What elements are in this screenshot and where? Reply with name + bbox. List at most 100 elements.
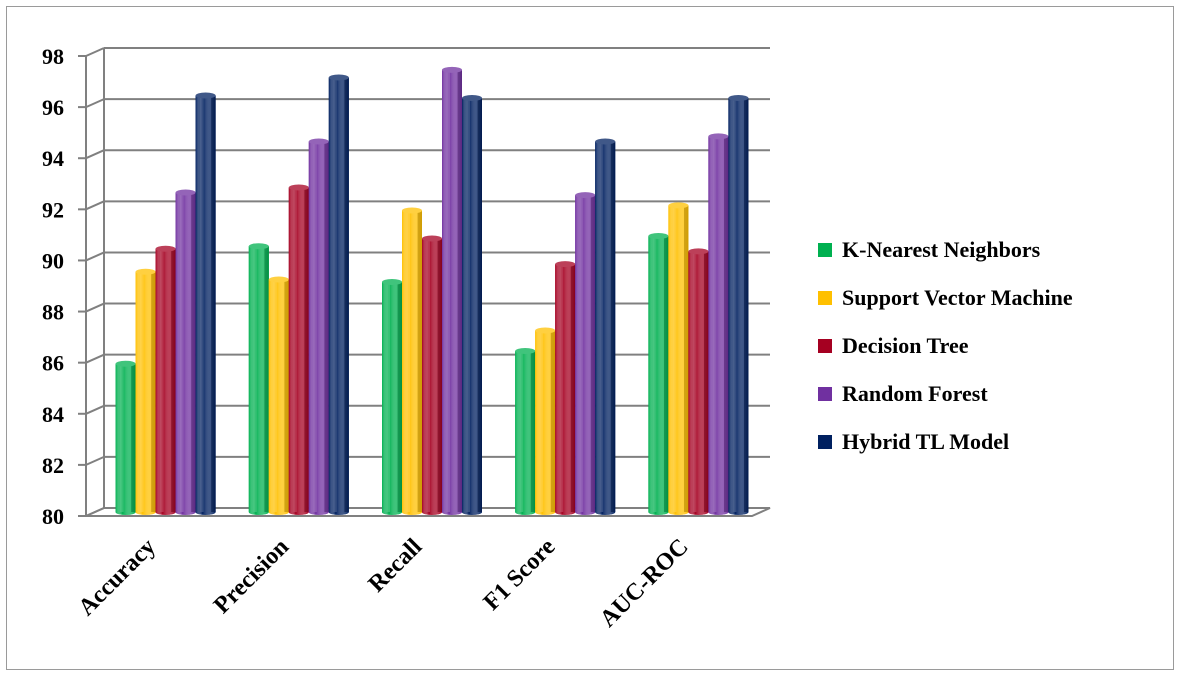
bar-edge <box>570 264 576 512</box>
bar-highlight <box>386 282 390 512</box>
gridline-depth <box>85 302 105 313</box>
bar-support-vector-machine-f1-score <box>535 327 556 515</box>
bar-top <box>328 74 349 81</box>
bar-edge <box>530 351 536 512</box>
bar-highlight <box>732 98 737 512</box>
bar-highlight <box>599 141 604 512</box>
bar-highlight <box>160 248 164 512</box>
bar-top <box>135 268 156 275</box>
bar-top <box>708 133 729 140</box>
bar-decision-tree-precision <box>288 184 309 515</box>
legend-swatch <box>818 243 832 257</box>
bar-support-vector-machine-auc-roc <box>668 202 689 516</box>
gridline-depth <box>85 149 105 160</box>
bar-highlight <box>446 69 450 512</box>
bar-highlight <box>559 264 564 512</box>
bar-highlight <box>200 95 204 512</box>
legend-item-hybrid-tl-model: Hybrid TL Model <box>818 418 1178 466</box>
bar-top <box>248 243 269 250</box>
bar-hybrid-tl-model-precision <box>328 74 349 516</box>
y-tick-label: 82 <box>42 453 64 478</box>
x-axis-labels: Accuracy Precision Recall F1 Score AUC-ROC <box>74 534 694 633</box>
y-tick-label: 88 <box>42 300 64 325</box>
legend-item-k-nearest-neighbors: K-Nearest Neighbors <box>818 226 1178 274</box>
y-tick-label: 94 <box>42 146 64 171</box>
bar-highlight <box>313 141 317 512</box>
bar-hybrid-tl-model-recall <box>462 95 482 515</box>
y-tick-label: 98 <box>42 44 64 69</box>
bar-hybrid-tl-model-auc-roc <box>728 95 749 515</box>
bar-decision-tree-accuracy <box>155 245 176 515</box>
bar-edge <box>550 330 556 512</box>
bar-edge <box>590 195 596 512</box>
bar-edge <box>704 251 709 513</box>
gridline-depth <box>85 251 105 262</box>
bar-edge <box>610 141 616 512</box>
bar-highlight <box>120 363 124 512</box>
bar-top <box>422 235 442 242</box>
legend-swatch <box>818 339 832 353</box>
bar-highlight <box>466 98 470 512</box>
bar-edge <box>284 279 289 512</box>
bar-edge <box>744 98 749 512</box>
gridline-depth <box>85 507 105 517</box>
bar-random-forest-f1-score <box>575 192 596 515</box>
y-axis-ticks: 80 82 84 86 88 90 92 94 96 98 <box>42 44 86 529</box>
bar-top <box>288 184 309 191</box>
y-tick-label: 96 <box>42 95 64 120</box>
legend-label: Support Vector Machine <box>842 285 1073 310</box>
bar-top <box>648 233 669 239</box>
bar-edge <box>437 238 442 513</box>
bar-top <box>115 360 136 367</box>
gridline-depth <box>85 404 105 415</box>
y-tick-label: 90 <box>42 248 64 273</box>
bar-top <box>402 207 422 214</box>
legend-item-decision-tree: Decision Tree <box>818 322 1178 370</box>
legend-item-random-forest: Random Forest <box>818 370 1178 418</box>
bar-highlight <box>253 246 257 512</box>
legend-swatch <box>818 291 832 305</box>
legend-label: Decision Tree <box>842 333 969 358</box>
bar-edge <box>344 77 349 513</box>
bar-edge <box>131 363 136 512</box>
bar-decision-tree-recall <box>422 235 442 516</box>
bar-highlight <box>712 136 717 513</box>
bar-top <box>535 327 556 334</box>
bar-top <box>515 348 536 354</box>
bar-top <box>155 245 176 252</box>
bar-highlight <box>140 271 144 512</box>
bar-decision-tree-auc-roc <box>688 248 709 516</box>
bar-hybrid-tl-model-f1-score <box>595 138 616 515</box>
bar-highlight <box>519 351 524 512</box>
gridline-depth <box>85 47 105 57</box>
bar-edge <box>264 246 269 512</box>
x-tick-label-auc-roc: AUC-ROC <box>595 534 694 633</box>
bar-edge <box>397 282 402 512</box>
bar-highlight <box>652 236 657 512</box>
bar-top <box>728 95 749 101</box>
gridline-depth <box>85 455 105 466</box>
bar-random-forest-recall <box>442 66 462 515</box>
bar-top <box>442 66 462 73</box>
bar-edge <box>151 271 156 512</box>
bar-highlight <box>293 187 297 512</box>
bar-edge <box>664 236 669 512</box>
bar-k-nearest-neighbors-recall <box>382 279 402 515</box>
bar-hybrid-tl-model-accuracy <box>195 92 216 515</box>
x-tick-label-precision: Precision <box>209 534 294 619</box>
bar-decision-tree-f1-score <box>555 261 576 515</box>
x-tick-label-accuracy: Accuracy <box>74 534 161 621</box>
bar-edge <box>171 248 176 512</box>
bar-top <box>668 202 689 209</box>
bar-edge <box>477 98 482 512</box>
bar-random-forest-auc-roc <box>708 133 729 516</box>
bar-top <box>195 92 216 99</box>
bar-k-nearest-neighbors-auc-roc <box>648 233 669 515</box>
y-tick-label: 92 <box>42 197 64 222</box>
bar-edge <box>417 210 422 512</box>
bar-edge <box>211 95 216 512</box>
bar-k-nearest-neighbors-precision <box>248 243 269 515</box>
gridline-depth <box>85 200 105 211</box>
legend-label: K-Nearest Neighbors <box>842 237 1041 262</box>
